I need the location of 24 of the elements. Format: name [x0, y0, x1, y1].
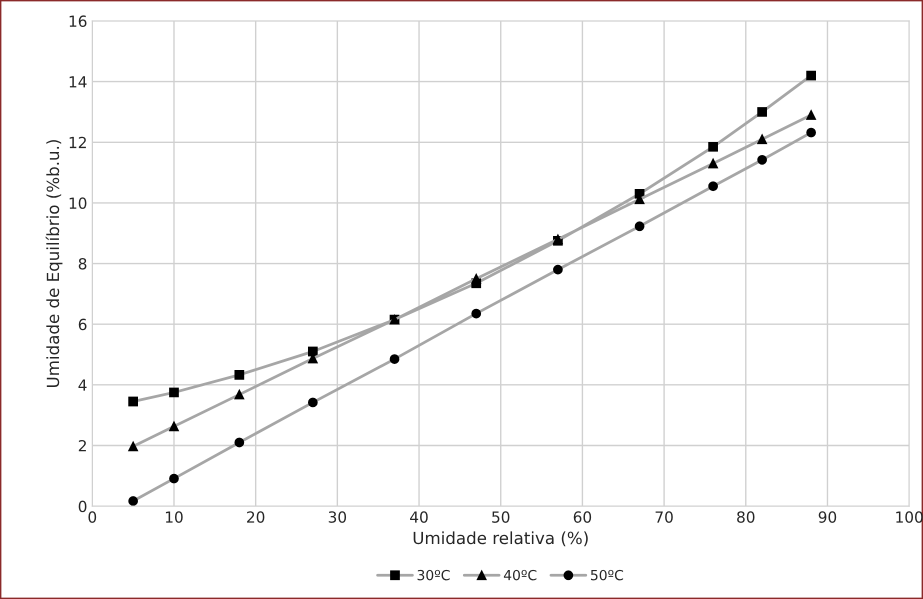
y-tick-label: 16 — [70, 15, 86, 27]
x-tick-label: 30 — [328, 511, 346, 523]
x-tick-label: 0 — [88, 511, 96, 523]
y-axis-title: Umidade de Equilíbrio (%b.u.) — [46, 140, 62, 388]
y-tick-label: 4 — [78, 380, 87, 391]
x-tick-label: 90 — [818, 511, 836, 523]
y-tick-label: 14 — [70, 76, 87, 88]
y-tick-label: 2 — [78, 440, 86, 452]
x-tick-label: 40 — [410, 511, 428, 523]
x-tick-label: 60 — [574, 511, 592, 523]
legend-label: 50ºC — [590, 570, 624, 580]
legend-label: 40ºC — [504, 570, 536, 580]
y-tick-label: 12 — [70, 136, 86, 148]
y-tick-label: 10 — [70, 197, 86, 209]
y-tick-label: 8 — [78, 258, 86, 270]
x-tick-label: 70 — [656, 511, 673, 523]
x-tick-label: 10 — [166, 511, 183, 523]
x-tick-label: 80 — [737, 511, 754, 523]
y-tick-label: 6 — [78, 318, 86, 330]
x-axis-title: Umidade relativa (%) — [414, 531, 588, 546]
legend-label: 30ºC — [418, 570, 450, 580]
y-tick-label: 0 — [78, 500, 86, 512]
x-tick-label: 20 — [247, 511, 264, 523]
x-tick-label: 50 — [492, 511, 510, 523]
